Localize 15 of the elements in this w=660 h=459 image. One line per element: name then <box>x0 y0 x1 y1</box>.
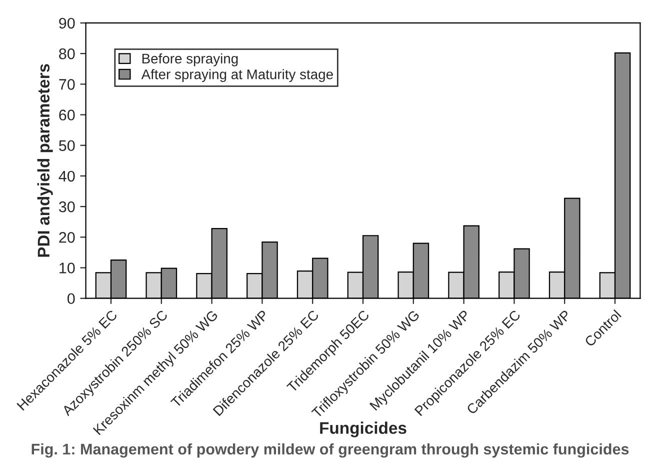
legend-label: Before spraying <box>142 53 238 66</box>
x-axis-title: Fungicides <box>320 422 406 438</box>
caption: Fig. 1: Management of powdery mildew of greengram through systemic fungicides <box>32 443 629 458</box>
y-tick-label: 80 <box>59 48 75 60</box>
y-axis-title: PDI andyield parameters <box>37 64 53 257</box>
y-tick-label: 60 <box>59 110 75 120</box>
y-tick-label: 30 <box>58 201 75 212</box>
y-tick-label: 70 <box>59 79 75 90</box>
y-tick-label: 90 <box>59 18 75 29</box>
y-tick-label: 50 <box>59 140 75 152</box>
y-tick-label: 20 <box>59 232 75 243</box>
y-tick-label: 40 <box>58 170 75 182</box>
legend-label: After spraying at Maturity stage <box>141 69 333 82</box>
y-tick-label: 10 <box>60 262 75 274</box>
y-tick-label: 0 <box>67 293 75 304</box>
